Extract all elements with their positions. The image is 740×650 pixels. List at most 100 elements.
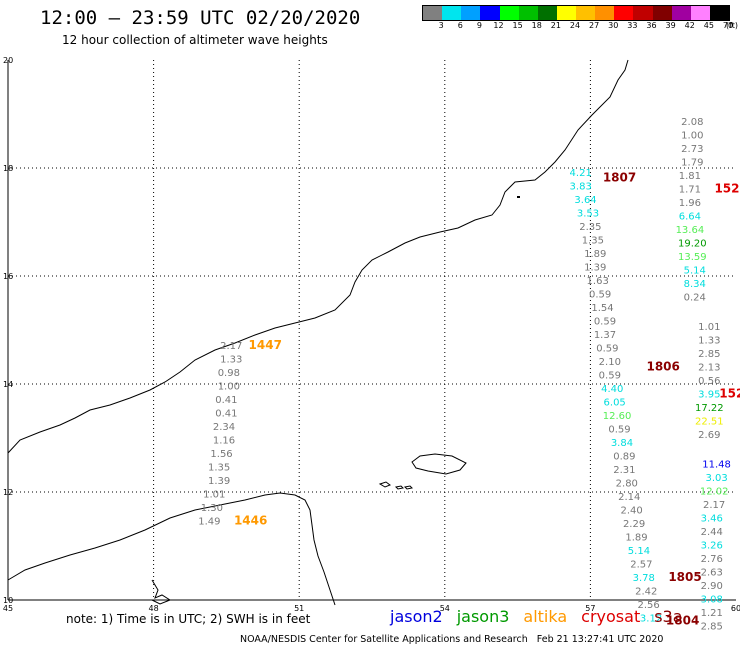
wave-height-value: 2.29 — [623, 519, 645, 530]
legend-label: 45 — [703, 21, 714, 30]
wave-height-value: 13.59 — [678, 252, 707, 263]
legend-label: 18 — [531, 21, 542, 30]
wave-height-value: 0.98 — [218, 368, 240, 379]
credit-line: NOAA/NESDIS Center for Satellite Applica… — [240, 634, 663, 645]
legend-label: 12 — [493, 21, 504, 30]
wave-height-value: 1.21 — [701, 608, 723, 619]
wave-height-value: 1.39 — [584, 263, 606, 274]
wave-height-value: 3.83 — [570, 182, 592, 193]
legend-label: 15 — [512, 21, 523, 30]
legend-swatch — [671, 6, 691, 20]
legend-swatch — [461, 6, 481, 20]
wave-height-value: 12.02 — [700, 487, 729, 498]
wave-height-value: 2.73 — [681, 144, 703, 155]
longitude-label: 54 — [440, 604, 450, 613]
wave-height-value: 1.33 — [698, 336, 720, 347]
wave-height-value: 2.80 — [616, 479, 638, 490]
wave-height-value: 3.53 — [577, 209, 599, 220]
wave-height-value: 2.44 — [701, 527, 723, 538]
wave-height-value: 1.39 — [208, 476, 230, 487]
wave-height-value: 3.84 — [611, 438, 633, 449]
legend-swatch — [442, 6, 462, 20]
pass-time-label: 1447 — [249, 338, 282, 352]
wave-height-value: 22.51 — [695, 417, 724, 428]
wave-height-value: 0.41 — [215, 408, 237, 419]
wave-height-value: 13.64 — [676, 225, 705, 236]
longitude-label: 45 — [3, 604, 13, 613]
coastline — [7, 59, 629, 606]
pass-time-label: 1807 — [603, 171, 636, 185]
pass-time-label: 1805 — [668, 570, 701, 584]
legend-swatch — [480, 6, 500, 20]
legend-swatch — [518, 6, 538, 20]
wave-height-value: 1.63 — [587, 276, 609, 287]
wave-height-value: 3.46 — [701, 514, 723, 525]
wave-height-value: 1.49 — [198, 516, 220, 527]
wave-height-value: 1.01 — [203, 489, 225, 500]
pass-time-label: 1523 — [714, 181, 740, 195]
wave-height-value: 2.63 — [701, 568, 723, 579]
legend-label: 42 — [684, 21, 695, 30]
wave-height-value: 1.96 — [679, 198, 701, 209]
abd-al-kuri-island — [378, 481, 392, 488]
wave-height-value: 5.14 — [628, 546, 650, 557]
legend-swatch — [614, 6, 634, 20]
legend-swatch — [595, 6, 615, 20]
legend-label: 70 — [722, 21, 734, 30]
wave-height-value: 2.10 — [599, 357, 621, 368]
wave-height-value: 8.34 — [684, 279, 706, 290]
legend-swatch — [652, 6, 672, 20]
wave-height-value: 1.35 — [208, 462, 230, 473]
wave-height-value: 1.89 — [584, 249, 606, 260]
wave-height-value: 1.79 — [681, 157, 703, 168]
credit-text: NOAA/NESDIS Center for Satellite Applica… — [240, 634, 528, 645]
legend-swatch — [537, 6, 557, 20]
wave-height-values: 2.17 1.33 0.98 1.00 0.41 0.41 2.34 1.16 1.56 1.35… — [198, 117, 731, 633]
legend-label: 24 — [569, 21, 581, 30]
wave-height-value: 0.59 — [589, 290, 611, 301]
wave-height-value: 1.56 — [210, 449, 232, 460]
longitude-label: 48 — [149, 604, 159, 613]
satellite-altika: altika — [523, 607, 568, 626]
wave-height-value: 2.85 — [698, 349, 720, 360]
wave-height-value: 2.69 — [698, 430, 720, 441]
wave-height-value: 2.14 — [618, 492, 640, 503]
color-scale-legend — [422, 5, 730, 21]
wave-height-value: 1.00 — [218, 381, 240, 392]
wave-height-value: 0.89 — [613, 452, 635, 463]
generated-timestamp: Feb 21 13:27:41 UTC 2020 — [536, 634, 664, 645]
wave-height-value: 3.08 — [701, 595, 723, 606]
coastline-djibouti-fragment — [151, 579, 172, 605]
legend-unit: (ft) — [725, 21, 739, 30]
wave-height-value: 2.08 — [681, 117, 703, 128]
wave-height-value: 3.78 — [633, 573, 655, 584]
wave-height-value: 1.01 — [698, 322, 720, 333]
wave-height-value: 19.20 — [678, 238, 707, 249]
longitude-label: 60 — [731, 604, 740, 613]
legend-label: 33 — [627, 21, 638, 30]
wave-height-value: 0.59 — [596, 344, 618, 355]
wave-height-value: 2.76 — [701, 554, 723, 565]
islet-1 — [394, 485, 405, 490]
coastline-somalia — [7, 492, 336, 606]
color-scale-labels: 3 6 9 12 15 18 21 24 27 30 33 36 39 42 45 70 (ft) — [422, 21, 739, 33]
wave-height-value: 2.31 — [613, 465, 635, 476]
legend-label: 21 — [550, 21, 561, 30]
pass-time-labels: 1447144618071523180615221805180415211520 — [234, 171, 740, 628]
legend-label: 36 — [646, 21, 657, 30]
wave-height-value: 2.17 — [703, 500, 725, 511]
wave-height-value: 2.35 — [579, 222, 601, 233]
wave-height-value: 2.56 — [638, 600, 660, 611]
units-note: note: 1) Time is in UTC; 2) SWH is in fe… — [66, 612, 311, 626]
legend-swatch — [423, 6, 443, 20]
wave-height-value: 1.81 — [679, 171, 701, 182]
wave-height-value: 1.35 — [582, 236, 604, 247]
wave-height-value: 3.26 — [701, 541, 723, 552]
legend-swatch — [690, 6, 710, 20]
wave-height-value: 4.40 — [601, 384, 623, 395]
wave-height-value: 2.34 — [213, 422, 235, 433]
wave-height-value: 1.89 — [625, 533, 647, 544]
wave-height-value: 3.64 — [574, 195, 596, 206]
